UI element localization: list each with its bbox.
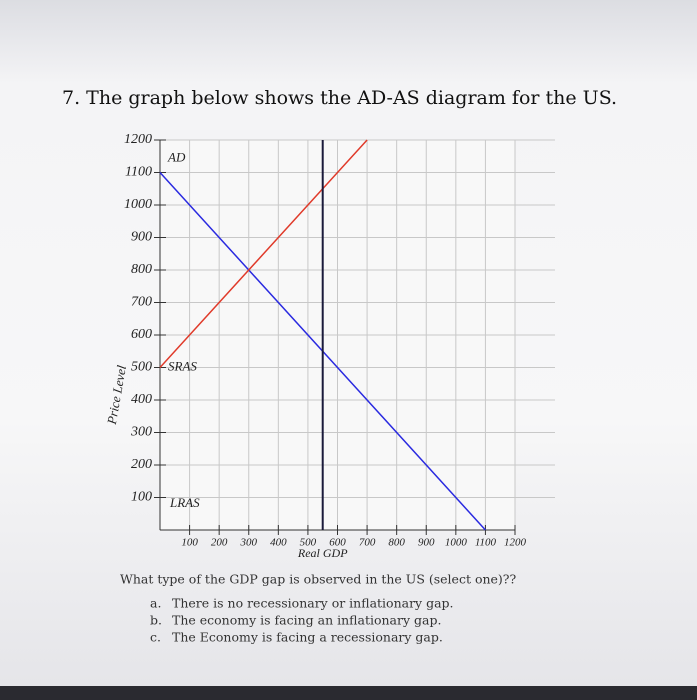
x-tick-label: 800 (388, 537, 405, 549)
option-text[interactable]: The Economy is facing a recessionary gap… (172, 630, 443, 645)
x-tick-label: 1200 (504, 537, 527, 549)
y-axis-label: Price Level (104, 364, 129, 427)
y-tick-label: 500 (131, 360, 152, 375)
y-tick-label: 800 (131, 262, 152, 277)
y-tick-label: 1100 (125, 165, 152, 180)
y-tick-label: 900 (131, 230, 152, 245)
y-tick-label: 600 (131, 327, 152, 342)
x-tick-label: 100 (181, 537, 198, 549)
option-letter: a. (150, 596, 161, 611)
y-tick-label: 1200 (124, 132, 152, 147)
x-tick-label: 600 (329, 537, 346, 549)
x-tick-label: 1000 (445, 537, 468, 549)
option-letter: c. (150, 630, 161, 645)
x-tick-label: 200 (211, 537, 228, 549)
x-axis-label: Real GDP (297, 546, 348, 560)
taskbar (0, 686, 697, 700)
y-tick-label: 1000 (124, 197, 152, 212)
x-tick-label: 1100 (475, 537, 497, 549)
series-label: LRAS (169, 495, 200, 510)
y-tick-label: 700 (131, 295, 152, 310)
x-tick-label: 300 (240, 537, 258, 549)
series-line (159, 139, 368, 369)
x-tick-label: 400 (270, 537, 287, 549)
option-letter: b. (150, 613, 162, 628)
y-tick-label: 300 (130, 425, 152, 440)
x-tick-label: 900 (418, 537, 435, 549)
chart: 100 200 300 400 500 600 700 800 900 1000 1100 1200 1… (104, 132, 555, 560)
series-label: SRAS (168, 358, 197, 373)
question-title: 7. The graph below shows the AD-AS diagr… (62, 87, 617, 109)
y-tick-label: 200 (131, 457, 152, 472)
y-tick-label: 100 (131, 490, 152, 505)
question-text: What type of the GDP gap is observed in … (120, 572, 517, 587)
x-tick-label: 700 (359, 537, 376, 549)
option-text[interactable]: The economy is facing an inflationary ga… (172, 613, 441, 628)
series-label: AD (167, 149, 186, 164)
x-tick-label: 500 (300, 537, 317, 549)
option-text[interactable]: There is no recessionary or inflationary… (172, 596, 454, 611)
y-tick-label: 400 (131, 392, 152, 407)
